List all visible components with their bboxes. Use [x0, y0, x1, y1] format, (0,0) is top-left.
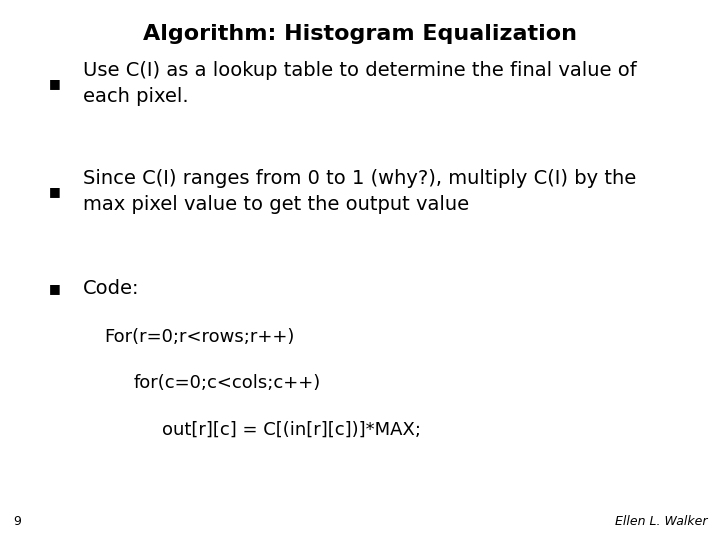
Text: Use C(I) as a lookup table to determine the final value of
each pixel.: Use C(I) as a lookup table to determine …	[83, 61, 636, 106]
Text: Code:: Code:	[83, 279, 139, 299]
Text: For(r=0;r<rows;r++): For(r=0;r<rows;r++)	[104, 328, 294, 347]
Text: ■: ■	[49, 282, 60, 295]
Text: out[r][c] = C[(in[r][c])]*MAX;: out[r][c] = C[(in[r][c])]*MAX;	[162, 420, 421, 438]
Text: ■: ■	[49, 77, 60, 90]
Text: 9: 9	[13, 515, 21, 528]
Text: for(c=0;c<cols;c++): for(c=0;c<cols;c++)	[133, 374, 320, 393]
Text: Ellen L. Walker: Ellen L. Walker	[615, 515, 707, 528]
Text: ■: ■	[49, 185, 60, 198]
Text: Since C(I) ranges from 0 to 1 (why?), multiply C(I) by the
max pixel value to ge: Since C(I) ranges from 0 to 1 (why?), mu…	[83, 169, 636, 214]
Text: Algorithm: Histogram Equalization: Algorithm: Histogram Equalization	[143, 24, 577, 44]
